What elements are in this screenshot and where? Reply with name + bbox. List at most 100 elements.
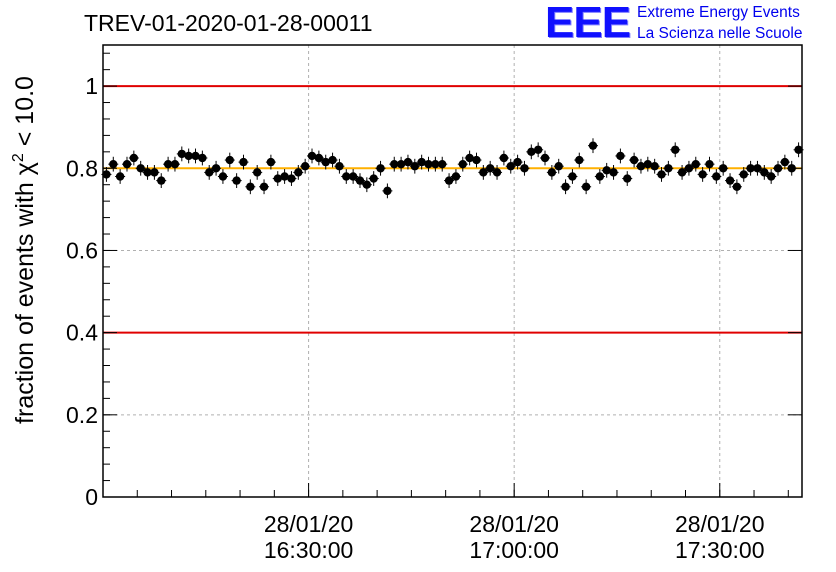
data-point: [718, 164, 728, 173]
data-point: [712, 172, 721, 181]
data-point: [568, 172, 577, 181]
data-point: [499, 153, 509, 163]
data-point: [520, 164, 529, 173]
data-point: [211, 164, 221, 173]
data-point: [410, 162, 420, 171]
data-point: [314, 153, 324, 163]
data-point: [266, 157, 276, 167]
data-point: [252, 168, 262, 177]
data-point: [472, 155, 481, 165]
data-point: [287, 174, 296, 183]
x-tick-label-time: 17:30:00: [675, 537, 765, 563]
plot-frame: [102, 44, 803, 498]
logo-letters: EEE: [545, 0, 631, 47]
data-point: [102, 170, 111, 179]
data-point: [677, 168, 687, 177]
data-point: [492, 168, 502, 177]
data-point: [561, 182, 570, 191]
logo-line-1: Extreme Energy Events: [637, 4, 800, 21]
data-point: [657, 170, 666, 179]
data-point: [355, 176, 365, 185]
data-point: [684, 164, 694, 173]
data-point: [246, 182, 255, 191]
data-point: [294, 168, 303, 177]
data-point: [671, 145, 680, 154]
data-point: [766, 172, 776, 181]
data-point: [554, 162, 563, 171]
y-tick-label: 0.2: [66, 402, 98, 428]
data-point: [588, 141, 598, 150]
y-tick-label: 1: [85, 73, 98, 99]
data-points: [101, 138, 804, 199]
data-point: [184, 151, 193, 161]
data-point: [451, 172, 461, 181]
data-point: [143, 168, 152, 177]
data-point: [431, 159, 440, 169]
data-point: [705, 159, 714, 169]
data-point: [616, 151, 625, 161]
data-point: [335, 162, 344, 171]
data-point: [232, 176, 241, 185]
data-point: [383, 186, 392, 196]
data-point: [348, 172, 358, 181]
data-point: [259, 182, 269, 191]
data-point: [225, 155, 234, 165]
data-point: [623, 174, 632, 183]
data-point: [163, 159, 173, 169]
data-point: [485, 164, 495, 173]
data-point: [328, 155, 337, 165]
data-point: [136, 164, 145, 173]
x-tick-label-date: 28/01/20: [675, 511, 765, 537]
data-point: [506, 162, 515, 171]
data-point: [540, 153, 550, 163]
x-tick-label-time: 16:30:00: [264, 537, 354, 563]
y-tick-label: 0.8: [66, 155, 98, 181]
data-point: [205, 168, 214, 177]
y-tick-label: 0.4: [66, 320, 98, 346]
data-point: [239, 157, 248, 167]
data-point: [444, 176, 454, 185]
data-point: [218, 172, 228, 181]
y-tick-label: 0: [85, 484, 98, 510]
grid: [103, 45, 802, 497]
logo-line-2: La Scienza nelle Scuole: [637, 25, 803, 42]
data-point: [760, 168, 769, 177]
data-point: [725, 176, 735, 185]
data-point: [650, 162, 659, 171]
data-point: [739, 170, 748, 179]
x-tick-label-date: 28/01/20: [469, 511, 559, 537]
data-point: [746, 164, 755, 173]
eee-logo: EEE Extreme Energy Events La Scienza nel…: [545, 0, 830, 47]
data-point: [438, 159, 447, 169]
data-point: [533, 145, 543, 154]
x-tick-label-time: 17:00:00: [469, 537, 559, 563]
data-point: [150, 168, 159, 177]
data-point: [629, 155, 639, 165]
data-point: [369, 174, 378, 183]
data-point: [780, 157, 790, 167]
data-point: [129, 153, 139, 163]
reference-lines: [103, 85, 802, 334]
data-point: [794, 145, 803, 154]
data-point: [115, 172, 125, 181]
y-axis: 0 0.2 0.4 0.6 0.8 1: [66, 52, 802, 510]
data-point: [198, 153, 207, 163]
data-point: [698, 170, 707, 179]
data-point: [595, 172, 605, 181]
data-point: [479, 168, 488, 177]
data-point: [157, 176, 166, 185]
data-point: [609, 168, 618, 177]
x-tick-label-date: 28/01/20: [264, 511, 354, 537]
data-point: [691, 159, 700, 169]
y-tick-label: 0.6: [66, 237, 98, 263]
data-point: [122, 159, 132, 169]
data-point: [575, 155, 584, 165]
data-point: [170, 159, 180, 169]
data-point: [390, 159, 399, 169]
x-axis: 28/01/2016:30:0028/01/2017:00:0028/01/20…: [102, 483, 789, 563]
data-point: [753, 164, 762, 173]
data-point: [581, 182, 591, 191]
data-point: [458, 159, 467, 169]
data-point: [547, 168, 557, 177]
data-point: [109, 159, 118, 169]
